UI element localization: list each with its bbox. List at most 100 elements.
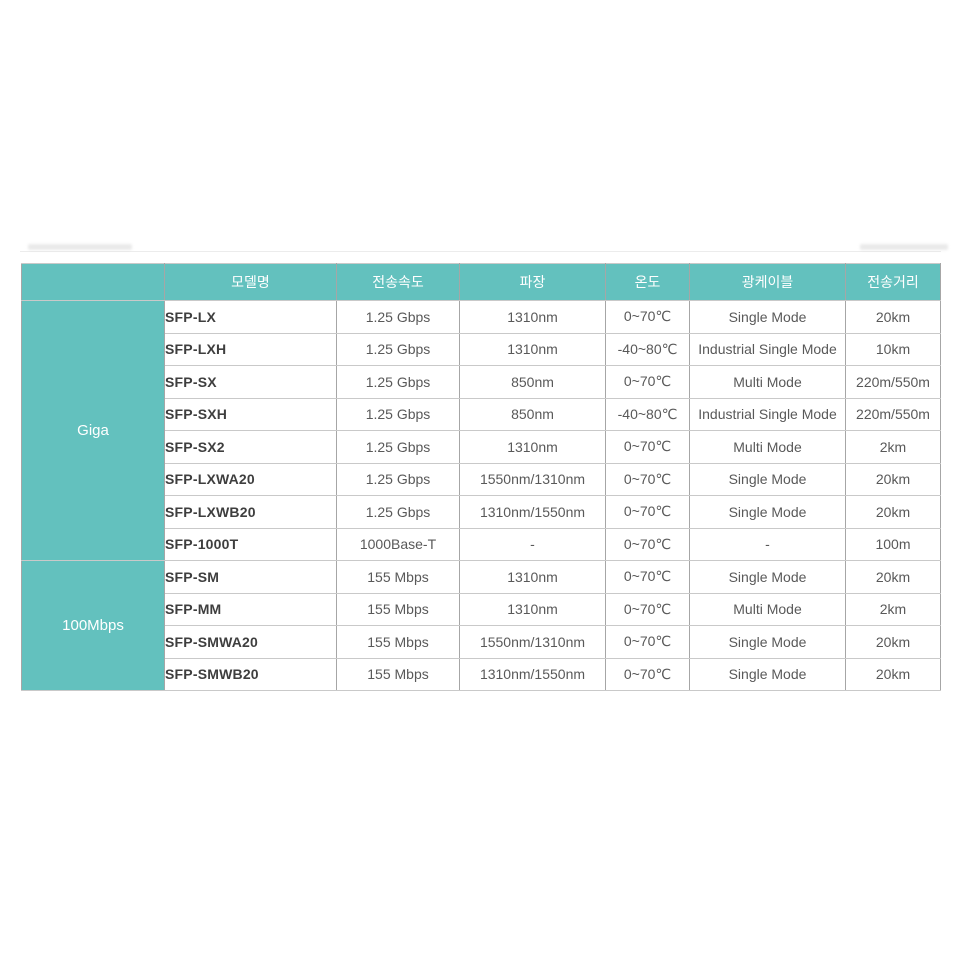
column-header: 파장	[459, 263, 606, 301]
cell-model: SFP-SMWA20	[164, 625, 337, 659]
cell-distance: 20km	[845, 657, 941, 691]
cell-speed: 155 Mbps	[336, 592, 460, 626]
table-row: Giga SFP-LX 1.25 Gbps 1310nm 0~70℃ Single Mod…	[21, 300, 941, 561]
cell-distance: 20km	[845, 300, 941, 334]
cell-temperature: 0~70℃	[605, 657, 690, 691]
cell-cable: Multi Mode	[689, 592, 846, 626]
cell-temperature: 0~70℃	[605, 495, 690, 529]
cell-model: SFP-SXH	[164, 397, 337, 431]
cell-speed: 1000Base-T	[336, 527, 460, 561]
cell-cable: Single Mode	[689, 462, 846, 496]
cell-wavelength: -	[459, 527, 606, 561]
cell-model: SFP-SMWB20	[164, 657, 337, 691]
column-header: 모델명	[164, 263, 337, 301]
cell-speed: 155 Mbps	[336, 625, 460, 659]
cell-speed: 1.25 Gbps	[336, 365, 460, 399]
column-header: 전송거리	[845, 263, 941, 301]
column-header: 온도	[605, 263, 690, 301]
cell-model: SFP-SX2	[164, 430, 337, 464]
cell-speed: 1.25 Gbps	[336, 430, 460, 464]
cell-wavelength: 1310nm	[459, 560, 606, 594]
table-row: SFP-SX2 1.25 Gbps 1310nm 0~70℃ Multi Mode 2km	[22, 430, 941, 464]
cell-speed: 1.25 Gbps	[336, 462, 460, 496]
cell-cable: -	[689, 527, 846, 561]
cell-distance: 220m/550m	[845, 397, 941, 431]
cell-temperature: 0~70℃	[605, 365, 690, 399]
cell-model: SFP-SX	[164, 365, 337, 399]
cell-wavelength: 1310nm/1550nm	[459, 657, 606, 691]
cell-cable: Multi Mode	[689, 365, 846, 399]
cell-speed: 1.25 Gbps	[336, 397, 460, 431]
cell-distance: 100m	[845, 527, 941, 561]
cell-cable: Single Mode	[689, 625, 846, 659]
group-label-100mbps: 100Mbps	[21, 560, 165, 691]
table-row: 100Mbps SFP-SM 155 Mbps 1310nm 0~70℃ Single M…	[21, 560, 941, 691]
table-row: SFP-LXH 1.25 Gbps 1310nm -40~80℃ Industrial …	[22, 332, 941, 366]
cell-temperature: 0~70℃	[605, 300, 690, 334]
corner-header-cell	[21, 263, 165, 301]
cell-temperature: 0~70℃	[605, 527, 690, 561]
table-row: SFP-SMWA20 155 Mbps 1550nm/1310nm 0~70℃ Sing…	[22, 625, 941, 659]
cell-temperature: -40~80℃	[605, 332, 690, 366]
cell-distance: 2km	[845, 430, 941, 464]
cell-cable: Single Mode	[689, 657, 846, 691]
cell-wavelength: 1550nm/1310nm	[459, 462, 606, 496]
column-header: 전송속도	[336, 263, 460, 301]
cell-model: SFP-MM	[164, 592, 337, 626]
cell-model: SFP-1000T	[164, 527, 337, 561]
table-row: SFP-SX 1.25 Gbps 850nm 0~70℃ Multi Mode 220m/…	[22, 365, 941, 399]
cell-wavelength: 1310nm	[459, 332, 606, 366]
cell-distance: 20km	[845, 560, 941, 594]
cell-cable: Multi Mode	[689, 430, 846, 464]
cell-model: SFP-LXWA20	[164, 462, 337, 496]
cell-temperature: 0~70℃	[605, 462, 690, 496]
cell-distance: 20km	[845, 495, 941, 529]
table-row: SFP-MM 155 Mbps 1310nm 0~70℃ Multi Mode 2km	[22, 592, 941, 626]
cell-wavelength: 850nm	[459, 397, 606, 431]
cell-model: SFP-LXH	[164, 332, 337, 366]
faint-watermark-left	[28, 244, 132, 250]
cell-wavelength: 1550nm/1310nm	[459, 625, 606, 659]
cell-temperature: 0~70℃	[605, 560, 690, 594]
cell-speed: 1.25 Gbps	[336, 332, 460, 366]
cell-cable: Single Mode	[689, 495, 846, 529]
cell-distance: 20km	[845, 462, 941, 496]
cell-speed: 155 Mbps	[336, 657, 460, 691]
sfp-spec-table: 모델명 전송속도 파장 온도 광케이블 전송거리 Giga SFP-LX 1.25 Gbps 1…	[21, 263, 941, 691]
table-body: Giga SFP-LX 1.25 Gbps 1310nm 0~70℃ Single Mod…	[21, 300, 941, 691]
cell-cable: Single Mode	[689, 560, 846, 594]
table-header-row: 모델명 전송속도 파장 온도 광케이블 전송거리	[21, 263, 941, 301]
cell-wavelength: 1310nm	[459, 592, 606, 626]
cell-cable: Industrial Single Mode	[689, 397, 846, 431]
cell-distance: 2km	[845, 592, 941, 626]
cell-wavelength: 1310nm	[459, 430, 606, 464]
cell-distance: 10km	[845, 332, 941, 366]
column-header: 광케이블	[689, 263, 846, 301]
cell-temperature: 0~70℃	[605, 430, 690, 464]
cell-model: SFP-LX	[164, 300, 337, 334]
cell-distance: 20km	[845, 625, 941, 659]
cell-distance: 220m/550m	[845, 365, 941, 399]
cell-speed: 1.25 Gbps	[336, 300, 460, 334]
cell-model: SFP-LXWB20	[164, 495, 337, 529]
cell-temperature: 0~70℃	[605, 625, 690, 659]
cell-wavelength: 1310nm/1550nm	[459, 495, 606, 529]
cell-model: SFP-SM	[164, 560, 337, 594]
table-row: SFP-SMWB20 155 Mbps 1310nm/1550nm 0~70℃ Sing…	[22, 657, 941, 691]
table-row: SFP-SXH 1.25 Gbps 850nm -40~80℃ Industrial S…	[22, 397, 941, 431]
cell-speed: 155 Mbps	[336, 560, 460, 594]
cell-cable: Single Mode	[689, 300, 846, 334]
faint-watermark-right	[860, 244, 948, 250]
cell-temperature: 0~70℃	[605, 592, 690, 626]
table-row: SFP-1000T 1000Base-T -0~70℃ -100m	[22, 527, 941, 561]
table-row: SFP-LXWA20 1.25 Gbps 1550nm/1310nm 0~70℃ Sin…	[22, 462, 941, 496]
cell-wavelength: 1310nm	[459, 300, 606, 334]
cell-wavelength: 850nm	[459, 365, 606, 399]
faint-divider-line	[20, 251, 941, 252]
table-row: SFP-LXWB20 1.25 Gbps 1310nm/1550nm 0~70℃ Sin…	[22, 495, 941, 529]
cell-temperature: -40~80℃	[605, 397, 690, 431]
sfp-spec-table-container: 모델명 전송속도 파장 온도 광케이블 전송거리 Giga SFP-LX 1.25 Gbps 1…	[21, 263, 941, 691]
group-label-giga: Giga	[21, 300, 165, 561]
cell-speed: 1.25 Gbps	[336, 495, 460, 529]
cell-cable: Industrial Single Mode	[689, 332, 846, 366]
